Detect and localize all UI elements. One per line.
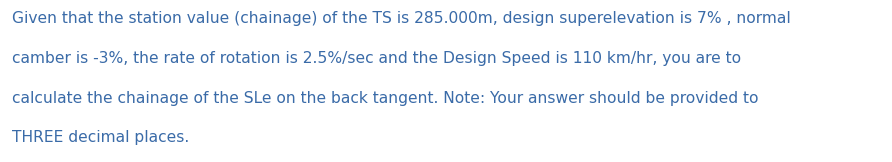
Text: THREE decimal places.: THREE decimal places.	[12, 130, 189, 145]
Text: Given that the station value (chainage) of the TS is 285.000m, design supereleva: Given that the station value (chainage) …	[12, 11, 790, 26]
Text: camber is -3%, the rate of rotation is 2.5%/sec and the Design Speed is 110 km/h: camber is -3%, the rate of rotation is 2…	[12, 51, 740, 66]
Text: calculate the chainage of the SLe on the back tangent. Note: Your answer should : calculate the chainage of the SLe on the…	[12, 91, 758, 106]
